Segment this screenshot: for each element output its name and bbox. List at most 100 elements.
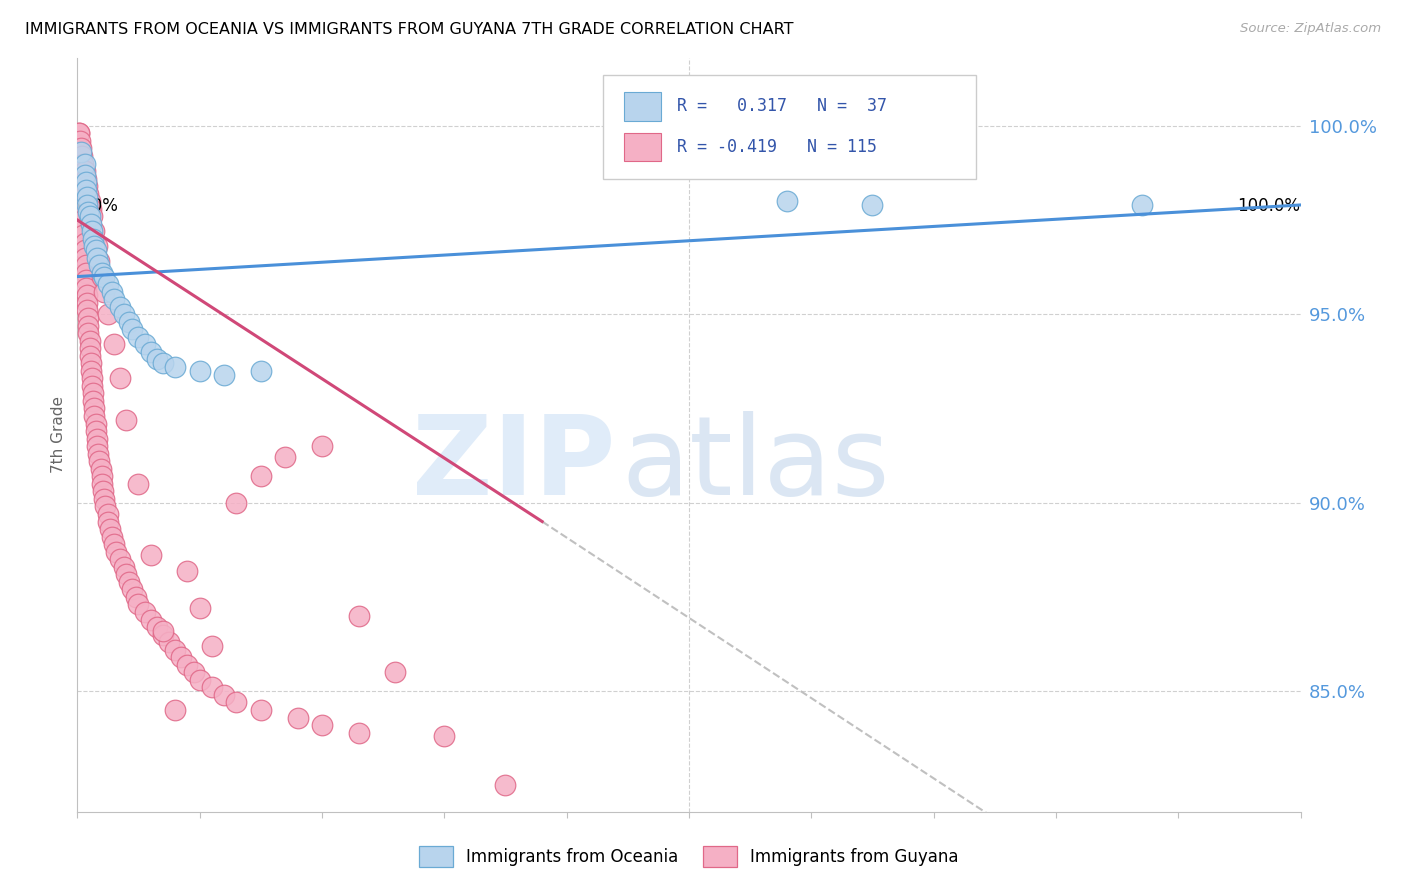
Point (80, 371, 103, 385)
Point (139, 549, 162, 563)
FancyBboxPatch shape (624, 92, 661, 120)
Point (75, 281, 97, 295)
Point (108, 371, 131, 385)
Point (176, 657, 198, 672)
Point (84, 243, 107, 257)
Point (79, 194, 101, 209)
Point (72, 228, 94, 243)
Text: 0.0%: 0.0% (77, 197, 120, 215)
Point (77, 186, 100, 201)
Point (73, 251, 96, 265)
Point (70, 141, 93, 155)
Point (89, 254, 111, 268)
Point (125, 590, 148, 604)
Point (86, 432, 108, 446)
Point (105, 544, 128, 558)
Point (98, 522, 121, 536)
Point (76, 179, 98, 194)
Point (89, 454, 111, 468)
Point (103, 537, 125, 551)
Point (157, 635, 180, 649)
Point (287, 710, 309, 724)
Point (80, 379, 103, 393)
Point (86, 439, 108, 453)
Point (212, 688, 235, 702)
Point (77, 318, 100, 333)
Point (69, 153, 91, 167)
Point (73, 156, 96, 170)
Point (86, 239, 108, 253)
Point (152, 356, 174, 370)
Point (67, 137, 90, 152)
Point (70, 183, 93, 197)
Point (165, 703, 187, 717)
Point (97, 515, 120, 529)
Point (212, 368, 235, 382)
Point (90, 469, 112, 483)
Point (80, 364, 103, 378)
Point (146, 352, 169, 367)
Point (69, 134, 91, 148)
Point (77, 311, 100, 326)
Point (83, 409, 105, 423)
Point (75, 258, 97, 272)
Point (77, 326, 100, 340)
FancyBboxPatch shape (603, 75, 976, 178)
Point (70, 149, 93, 163)
Point (115, 567, 138, 582)
Point (100, 285, 122, 299)
Point (121, 322, 143, 336)
Point (79, 341, 101, 355)
Point (72, 213, 94, 227)
Point (79, 349, 101, 363)
Point (79, 334, 101, 348)
Point (311, 439, 333, 453)
Point (108, 300, 131, 314)
Point (76, 303, 98, 318)
Point (128, 598, 150, 612)
Point (90, 462, 112, 476)
Point (82, 393, 104, 408)
Point (70, 190, 93, 204)
Point (73, 243, 96, 257)
Point (70, 205, 93, 219)
Text: R = -0.419   N = 115: R = -0.419 N = 115 (676, 138, 877, 156)
Point (75, 171, 97, 186)
Point (72, 156, 94, 170)
Point (225, 496, 247, 510)
Point (75, 273, 97, 287)
Point (776, 194, 799, 209)
Point (70, 168, 93, 182)
Point (115, 413, 138, 427)
Point (201, 681, 224, 695)
Point (79, 209, 101, 223)
FancyBboxPatch shape (624, 133, 661, 161)
Point (103, 337, 125, 351)
Point (188, 673, 211, 687)
Point (250, 703, 273, 717)
Point (384, 665, 406, 680)
Point (118, 574, 141, 589)
Point (80, 202, 103, 216)
Point (250, 364, 273, 378)
Point (69, 145, 91, 160)
Point (90, 269, 112, 284)
Point (83, 401, 105, 416)
Point (73, 164, 96, 178)
Point (91, 484, 114, 499)
Point (94, 500, 117, 514)
Point (84, 417, 107, 431)
Point (103, 292, 125, 306)
Point (176, 564, 198, 578)
Point (82, 232, 104, 246)
Point (347, 608, 370, 623)
Point (347, 725, 370, 739)
Point (75, 266, 97, 280)
Point (73, 168, 96, 182)
Point (201, 639, 224, 653)
Point (152, 624, 174, 638)
Point (83, 239, 105, 253)
Point (70, 145, 93, 160)
Point (82, 386, 104, 401)
Point (86, 251, 108, 265)
